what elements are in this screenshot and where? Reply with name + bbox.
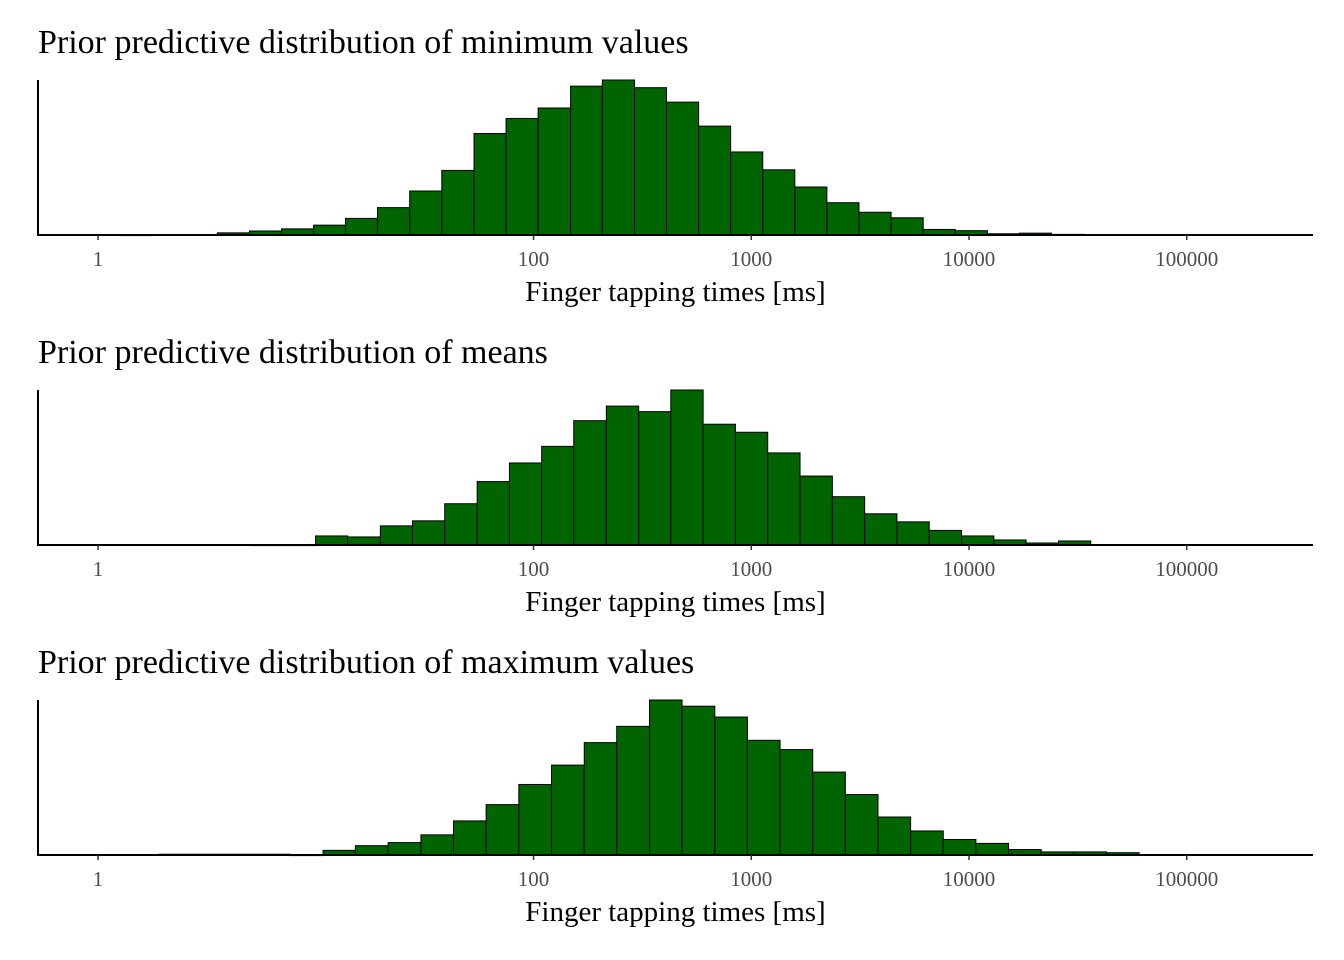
histogram-panel-minimum: Prior predictive distribution of minimum… [0, 0, 1344, 310]
histogram-bar [890, 217, 924, 236]
histogram-bar [505, 117, 539, 236]
histogram-bar [794, 186, 828, 236]
histogram-bar [541, 445, 575, 546]
histogram-bar [570, 85, 603, 236]
histogram-bar [444, 503, 478, 546]
histogram-bar [473, 133, 507, 236]
histogram-bar [354, 845, 389, 856]
x-tick-label: 10000 [943, 247, 996, 271]
histogram-bar [698, 125, 732, 236]
histogram-bar [485, 804, 520, 856]
histogram-bar [638, 411, 672, 546]
chart-title: Prior predictive distribution of maximum… [38, 644, 695, 681]
x-tick-label: 1000 [730, 557, 772, 581]
histogram-bar [649, 699, 683, 856]
histogram-bar [616, 725, 651, 856]
histogram-bar [877, 816, 912, 856]
histogram-bar [910, 830, 944, 856]
chart-title: Prior predictive distribution of means [38, 334, 548, 371]
histogram-bar [762, 169, 796, 236]
histogram-bar [583, 742, 618, 856]
histogram-bar [573, 420, 607, 546]
histogram-bar [387, 842, 422, 856]
x-axis-title: Finger tapping times [ms] [525, 586, 825, 618]
histogram-bar [379, 525, 413, 546]
x-axis-title: Finger tapping times [ms] [525, 896, 825, 928]
x-tick-label: 100 [518, 557, 550, 581]
histogram-bar [420, 834, 454, 856]
x-tick-label: 100000 [1155, 867, 1218, 891]
histogram-bar [864, 513, 898, 546]
histogram-bar [942, 839, 977, 856]
x-tick-label: 10000 [943, 557, 996, 581]
histogram-bar [831, 496, 866, 546]
histogram-bar [315, 535, 349, 546]
histogram-bar [746, 739, 781, 856]
histogram-bar [476, 481, 510, 546]
x-tick-label: 100000 [1155, 247, 1218, 271]
histogram-bar [441, 169, 475, 236]
x-tick-label: 100 [518, 247, 550, 271]
histogram-bar [345, 217, 378, 236]
histogram-bar [452, 820, 487, 856]
histogram-bar [681, 705, 716, 856]
histogram-bar [411, 520, 446, 546]
histogram-bar [767, 452, 801, 546]
histogram-bar [961, 535, 995, 546]
histogram-bar [779, 749, 814, 856]
histogram-maximum: 1 100 1000 10000 100000 Finger tapping times … [37, 699, 1313, 928]
histogram-bar [605, 405, 640, 546]
histogram-bar [634, 87, 667, 236]
histogram-bar [844, 794, 879, 856]
histogram-bar [601, 79, 636, 236]
histogram-bar [508, 462, 543, 546]
histogram-bar [518, 783, 553, 856]
histogram-bar [313, 224, 347, 236]
histogram-bar [826, 202, 860, 236]
histogram-bar [670, 389, 704, 546]
histogram-bar [799, 475, 833, 546]
x-tick-label: 1 [93, 557, 104, 581]
histogram-bar [347, 536, 381, 546]
histogram-bar [376, 207, 411, 236]
histogram-bar [812, 771, 846, 856]
x-tick-label: 1 [93, 247, 104, 271]
x-tick-label: 1000 [730, 247, 772, 271]
chart-title: Prior predictive distribution of minimum… [38, 24, 689, 61]
histogram-bar [896, 521, 930, 546]
histogram-bar [714, 716, 748, 856]
histogram-bar [928, 529, 963, 546]
x-tick-label: 100 [518, 867, 550, 891]
histogram-means: 1 100 1000 10000 100000 Finger tapping times … [37, 389, 1313, 618]
histogram-bar [409, 190, 443, 236]
histogram-panel-means: Prior predictive distribution of means 1… [0, 310, 1344, 620]
histogram-bar [975, 842, 1010, 856]
x-axis-title: Finger tapping times [ms] [525, 276, 825, 308]
histogram-panel-maximum: Prior predictive distribution of maximum… [0, 620, 1344, 930]
x-tick-label: 1000 [730, 867, 772, 891]
histogram-bar [858, 211, 892, 236]
x-tick-label: 100000 [1155, 557, 1218, 581]
histogram-bar [551, 764, 585, 856]
histogram-bar [702, 423, 736, 546]
histogram-minimum: 1 100 1000 10000 100000 Finger tapping times … [37, 79, 1313, 308]
x-tick-label: 1 [93, 867, 104, 891]
histogram-bar [665, 101, 700, 236]
x-tick-label: 10000 [943, 867, 996, 891]
histogram-bar [730, 151, 764, 236]
histogram-bar [537, 107, 572, 236]
histogram-bar [734, 431, 769, 546]
